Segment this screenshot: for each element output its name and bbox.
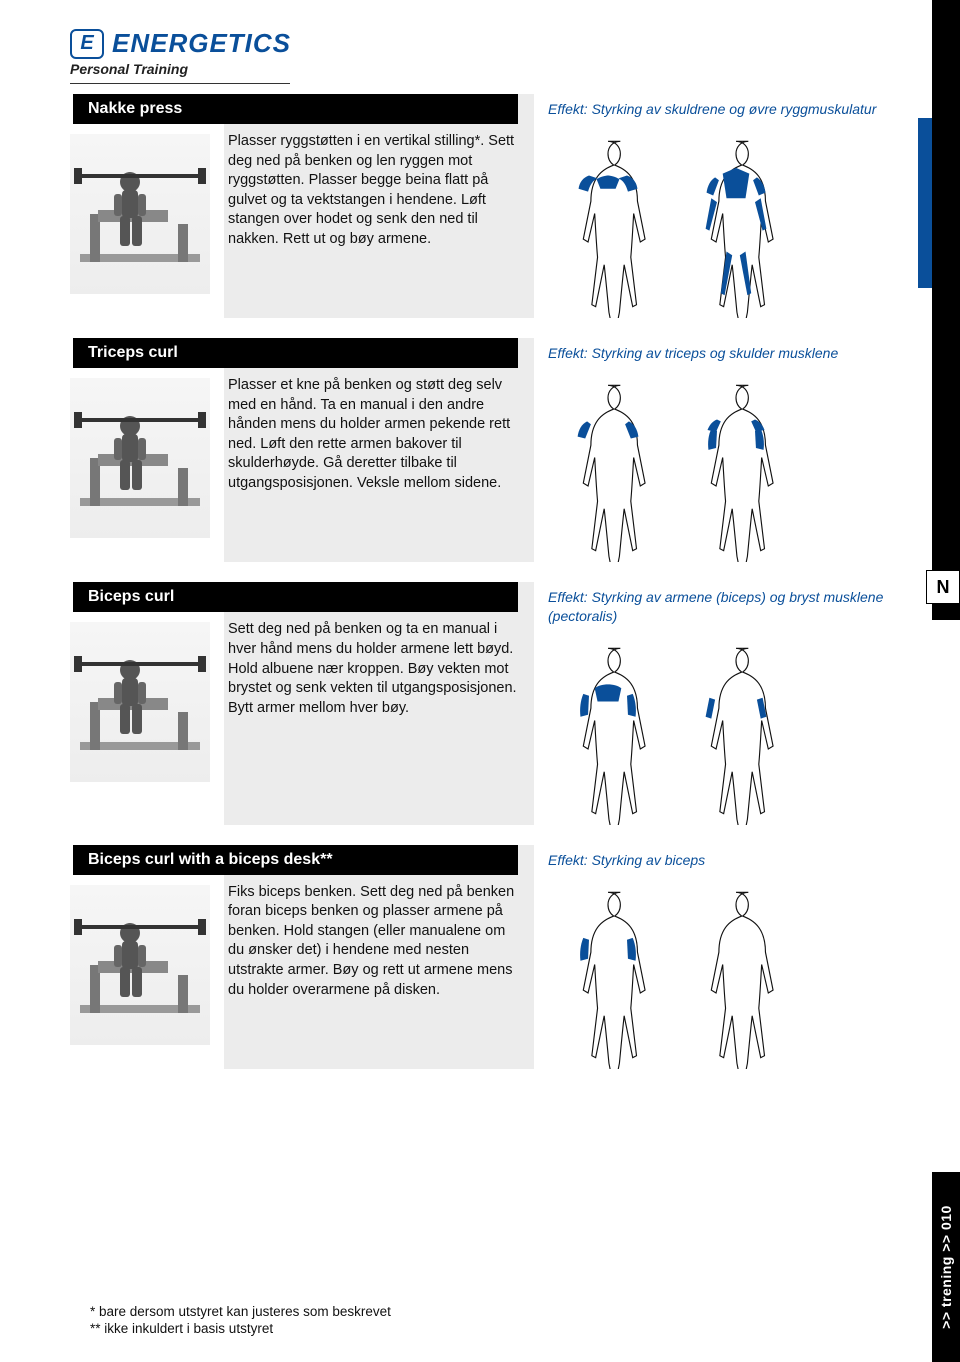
exercise-effect: Effekt: Styrking av armene (biceps) og b… (548, 582, 900, 824)
exercise-card: Biceps curl with a biceps desk** Fiks bi… (70, 845, 900, 1069)
muscle-back-icon (676, 128, 796, 318)
exercise-illustration (70, 378, 210, 538)
exercise-title: Biceps curl (70, 582, 518, 612)
exercise-body: Nakke press Plasser ryggstøtten i en ver… (224, 94, 534, 318)
brand-header: E ENERGETICS Personal Training (70, 28, 900, 84)
exercise-description: Plasser et kne på benken og støtt deg se… (224, 376, 518, 493)
side-blue-notch (918, 118, 932, 288)
brand-subtitle: Personal Training (70, 61, 900, 77)
effect-label: Effekt: Styrking av armene (biceps) og b… (548, 588, 900, 624)
exercise-title-text: Biceps curl (88, 588, 174, 605)
effect-label: Effekt: Styrking av triceps og skulder m… (548, 344, 900, 362)
brand-name: ENERGETICS (112, 28, 291, 59)
side-footer-text: >> trening >> 010 (938, 1205, 954, 1329)
exercise-illustration (70, 885, 210, 1045)
muscle-diagram-row (548, 879, 900, 1069)
exercise-effect: Effekt: Styrking av skuldrene og øvre ry… (548, 94, 900, 318)
effect-label: Effekt: Styrking av biceps (548, 851, 900, 869)
exercise-thumb (70, 582, 210, 782)
exercise-illustration (70, 134, 210, 294)
muscle-front-icon (548, 635, 668, 825)
exercise-thumb (70, 338, 210, 538)
muscle-back-icon (676, 372, 796, 562)
muscle-front-icon (548, 372, 668, 562)
exercise-title: Biceps curl with a biceps desk** (70, 845, 518, 875)
muscle-back-icon (676, 635, 796, 825)
exercise-description: Fiks biceps benken. Sett deg ned på benk… (224, 883, 518, 1000)
muscle-diagram-row (548, 128, 900, 318)
exercise-thumb (70, 845, 210, 1045)
exercise-body: Biceps curl with a biceps desk** Fiks bi… (224, 845, 534, 1069)
exercise-title: Nakke press (70, 94, 518, 124)
muscle-back-icon (676, 879, 796, 1069)
exercise-body: Biceps curl Sett deg ned på benken og ta… (224, 582, 534, 824)
exercise-title: Triceps curl (70, 338, 518, 368)
muscle-diagram-row (548, 635, 900, 825)
exercise-description: Plasser ryggstøtten i en vertikal stilli… (224, 132, 518, 249)
exercise-effect: Effekt: Styrking av triceps og skulder m… (548, 338, 900, 562)
side-tab-top (932, 0, 960, 620)
side-letter-tab: N (926, 570, 960, 604)
footnotes: * bare dersom utstyret kan justeres som … (90, 1302, 391, 1336)
exercise-thumb (70, 94, 210, 294)
exercise-effect: Effekt: Styrking av biceps (548, 845, 900, 1069)
side-tab-bottom: >> trening >> 010 (932, 1172, 960, 1362)
exercise-illustration (70, 622, 210, 782)
muscle-front-icon (548, 879, 668, 1069)
brand-mark-letter: E (80, 32, 93, 55)
muscle-front-icon (548, 128, 668, 318)
footnote-2: ** ikke inkuldert i basis utstyret (90, 1321, 391, 1336)
effect-label: Effekt: Styrking av skuldrene og øvre ry… (548, 100, 900, 118)
exercise-description: Sett deg ned på benken og ta en manual i… (224, 620, 518, 718)
exercise-card: Nakke press Plasser ryggstøtten i en ver… (70, 94, 900, 318)
exercise-card: Triceps curl Plasser et kne på benken og… (70, 338, 900, 562)
footnote-1: * bare dersom utstyret kan justeres som … (90, 1304, 391, 1319)
exercise-body: Triceps curl Plasser et kne på benken og… (224, 338, 534, 562)
side-letter-text: N (937, 577, 950, 598)
exercise-card: Biceps curl Sett deg ned på benken og ta… (70, 582, 900, 824)
brand-rule (70, 83, 290, 84)
exercise-title-text: Nakke press (88, 100, 182, 117)
brand-mark-icon: E (70, 29, 104, 59)
exercise-title-text: Biceps curl with a biceps desk** (88, 851, 333, 868)
exercise-title-text: Triceps curl (88, 344, 178, 361)
muscle-diagram-row (548, 372, 900, 562)
